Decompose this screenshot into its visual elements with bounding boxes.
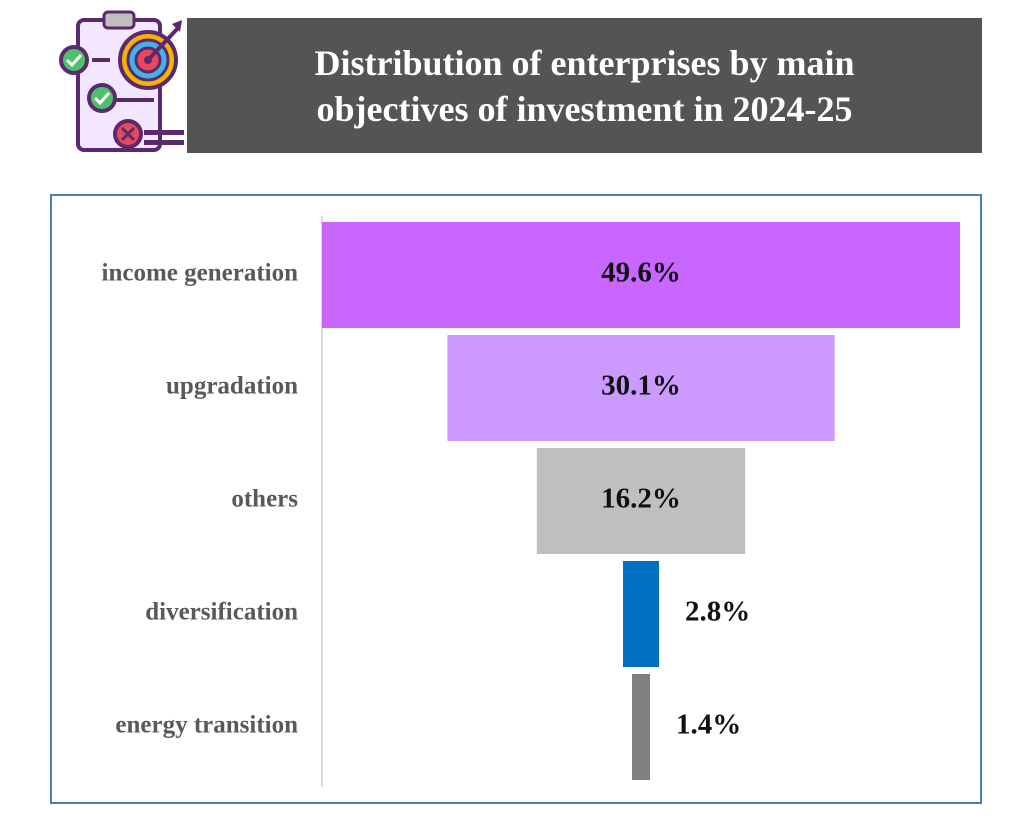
category-label-2: others — [231, 486, 298, 513]
funnel-bar-3 — [622, 561, 660, 667]
category-label-0: income generation — [102, 260, 299, 287]
funnel-bar-0 — [322, 222, 960, 328]
value-label-0: 49.6% — [601, 257, 681, 289]
chart-title-banner: Distribution of enterprises by main obje… — [187, 18, 982, 153]
funnel-bar-1 — [447, 335, 835, 441]
value-label-3: 2.8% — [685, 596, 750, 628]
value-label-4: 1.4% — [676, 709, 741, 741]
chart-frame: income generation 49.6% upgradation 30.1% ot… — [50, 194, 982, 804]
value-label-1: 30.1% — [601, 370, 681, 402]
value-label-2: 16.2% — [601, 483, 681, 515]
funnel-chart: income generation 49.6% upgradation 30.1% ot… — [102, 216, 960, 787]
clipboard-target-checklist-icon — [56, 6, 191, 158]
chart-title-line-1: Distribution of enterprises by main — [314, 42, 855, 83]
category-label-1: upgradation — [166, 373, 298, 400]
category-label-4: energy transition — [115, 712, 298, 739]
funnel-bar-4 — [631, 674, 651, 780]
chart-title-line-2: objectives of investment in 2024-25 — [316, 88, 853, 129]
category-label-3: diversification — [145, 599, 298, 626]
funnel-bar-2 — [536, 448, 746, 554]
